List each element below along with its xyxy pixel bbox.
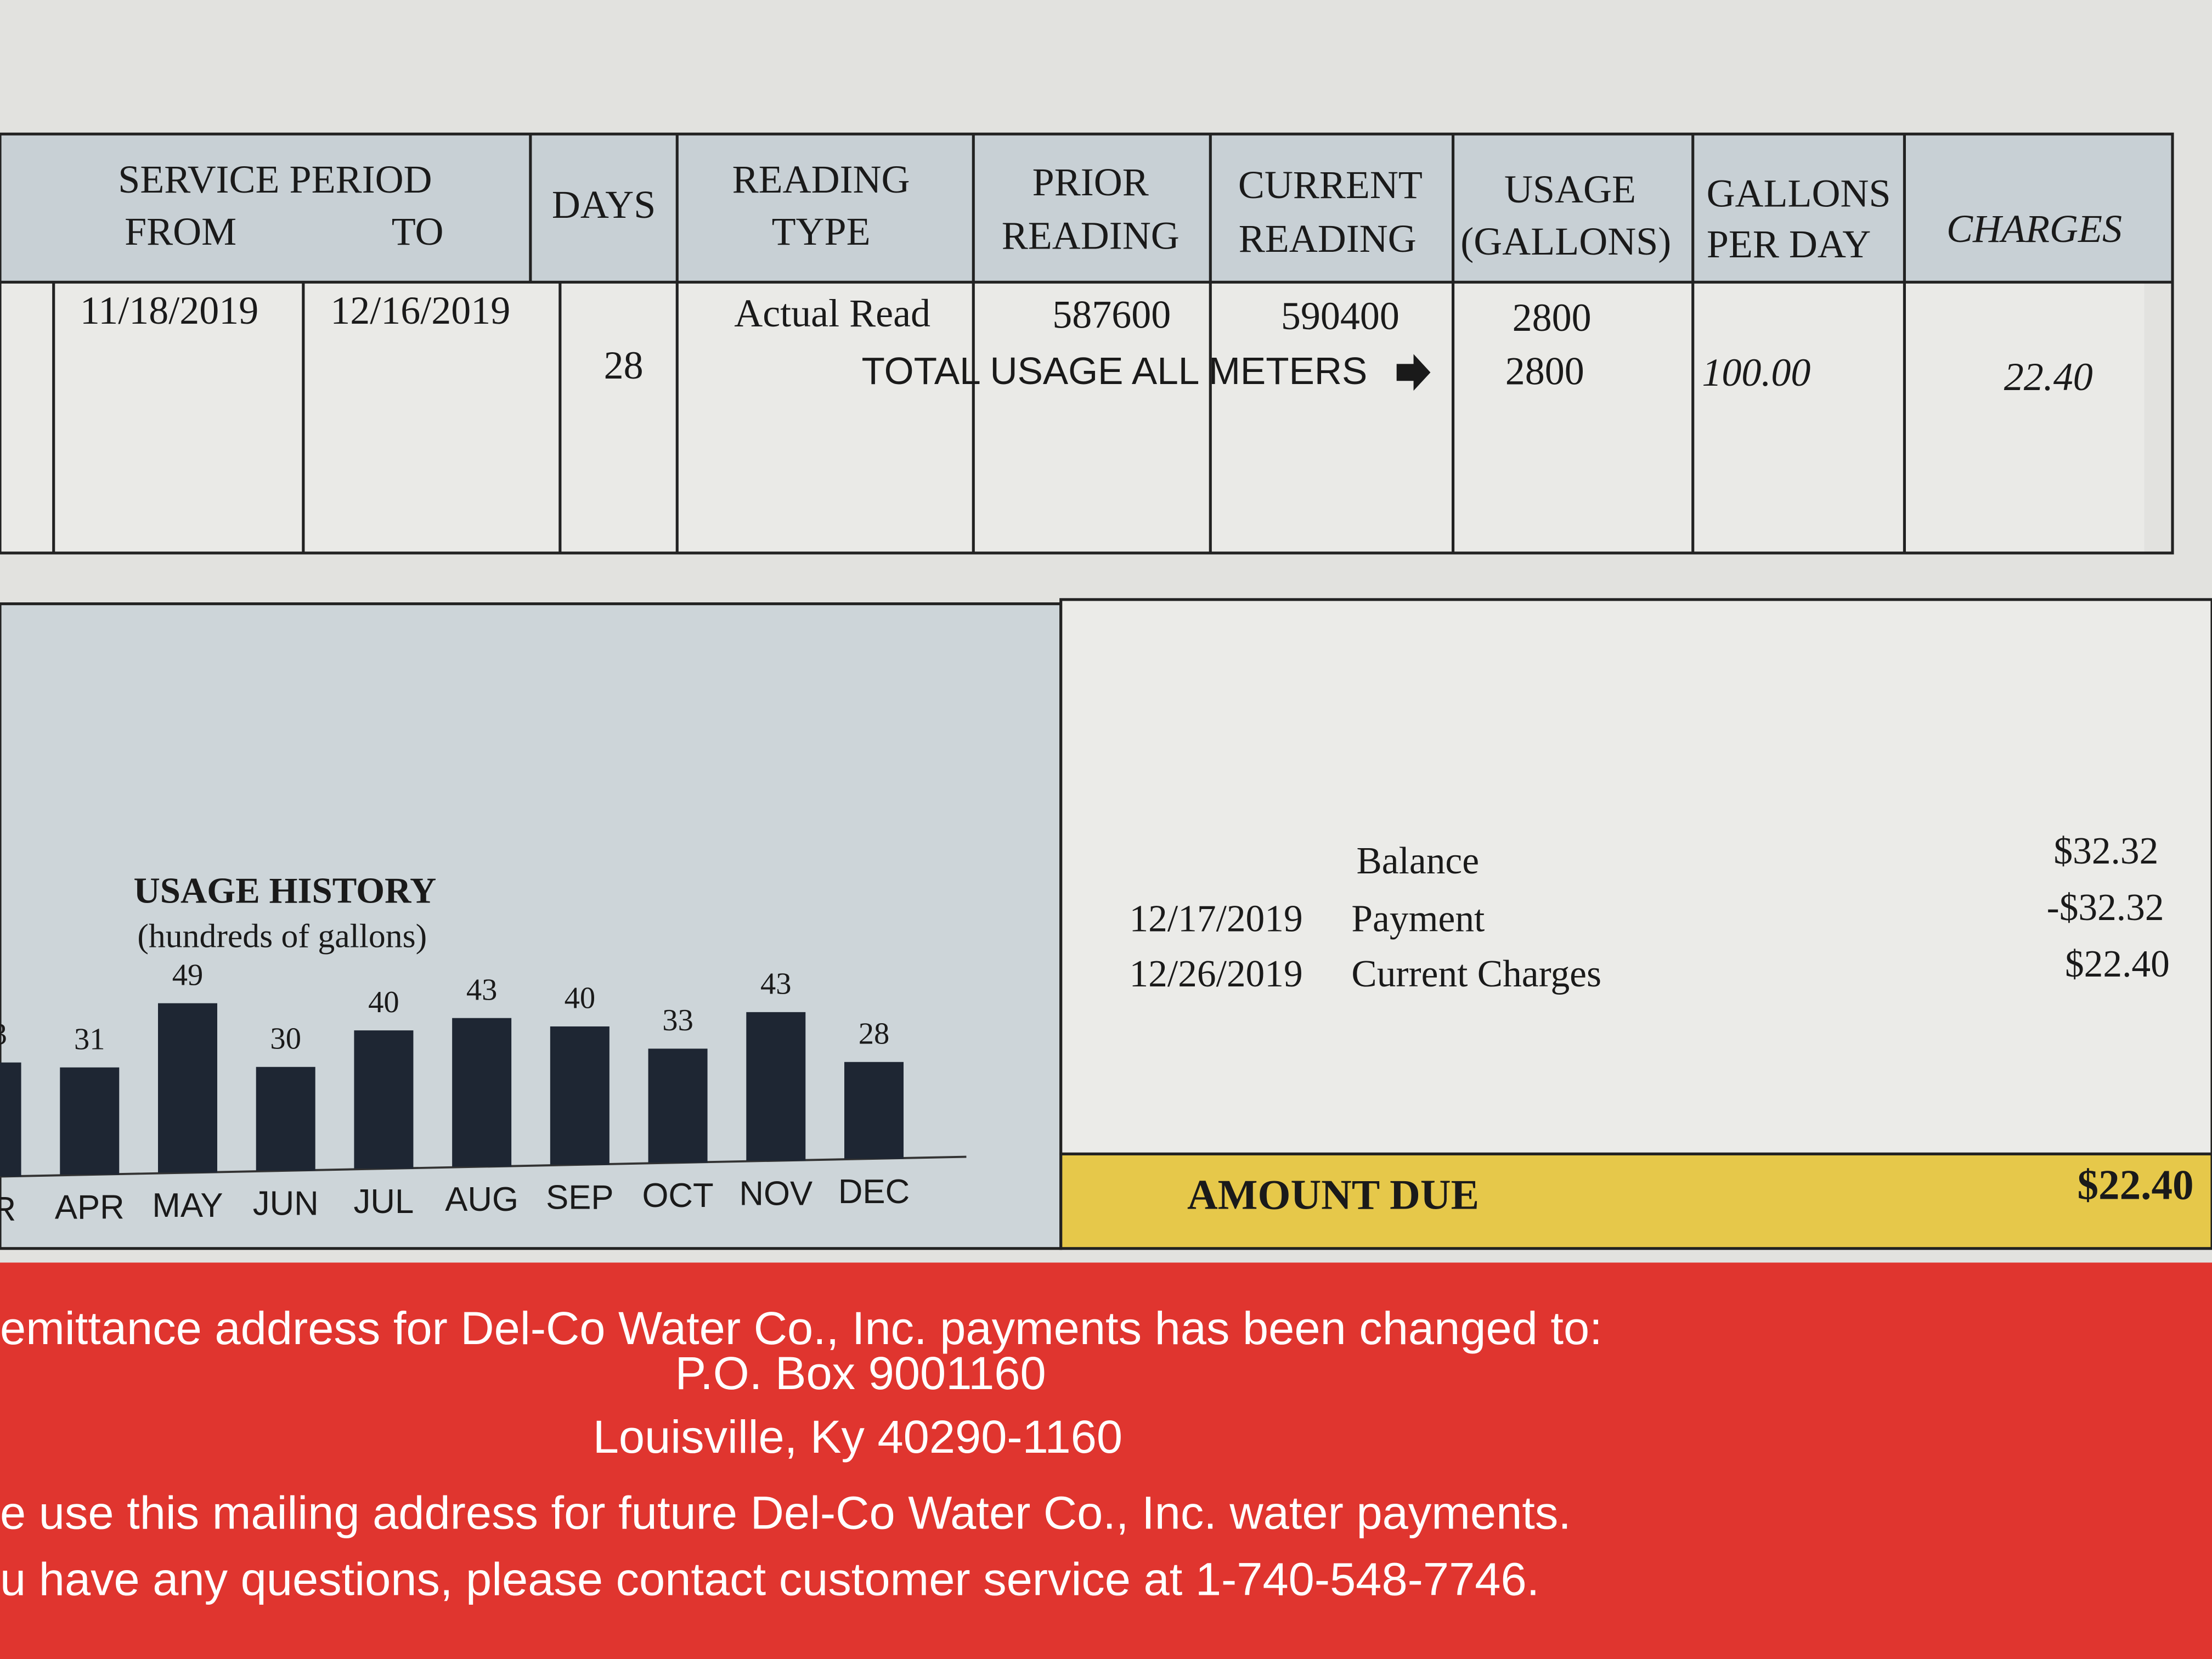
x-tick-label: SEP bbox=[546, 1179, 613, 1217]
header: READING bbox=[732, 157, 910, 201]
bar bbox=[844, 1062, 904, 1159]
x-tick-label: JUL bbox=[354, 1183, 414, 1221]
summary-amount: $22.40 bbox=[2065, 943, 2170, 985]
header: FROM bbox=[125, 210, 236, 253]
x-tick-label: JUN bbox=[253, 1184, 319, 1222]
header: USAGE bbox=[1504, 167, 1636, 211]
bar bbox=[0, 1062, 21, 1177]
bar bbox=[648, 1048, 708, 1163]
bar bbox=[60, 1067, 120, 1175]
bar bbox=[550, 1026, 610, 1165]
header: CHARGES bbox=[1946, 207, 2122, 251]
total-label: TOTAL USAGE ALL METERS bbox=[862, 349, 1368, 392]
value-label: 33 bbox=[662, 1003, 693, 1037]
value-label: 28 bbox=[859, 1017, 890, 1051]
bar bbox=[158, 1003, 217, 1173]
x-tick-label: DEC bbox=[838, 1173, 910, 1211]
notice-line: P.O. Box 9001160 bbox=[675, 1347, 1046, 1399]
bar bbox=[746, 1012, 806, 1161]
summary-label: Payment bbox=[1351, 898, 1485, 940]
cell: 11/18/2019 bbox=[80, 289, 258, 332]
bar bbox=[354, 1030, 414, 1169]
notice-line: u have any questions, please contact cus… bbox=[0, 1553, 1539, 1605]
amount-due-label: AMOUNT DUE bbox=[1187, 1171, 1479, 1218]
header: GALLONS bbox=[1707, 172, 1891, 216]
header: TYPE bbox=[772, 210, 871, 253]
header: DAYS bbox=[552, 183, 656, 227]
summary-amount: -$32.32 bbox=[2047, 887, 2164, 929]
table-header-bg bbox=[0, 134, 2172, 283]
x-tick-label: OCT bbox=[642, 1177, 713, 1215]
cell: 22.40 bbox=[2004, 355, 2093, 399]
header: READING bbox=[1002, 214, 1180, 258]
x-tick-label: AUG bbox=[445, 1181, 518, 1218]
value-label: 43 bbox=[760, 967, 792, 1001]
x-tick-label: MAY bbox=[152, 1187, 223, 1224]
x-tick-label: APR bbox=[55, 1189, 125, 1227]
header: PRIOR bbox=[1032, 160, 1149, 204]
value-label: 31 bbox=[74, 1022, 105, 1056]
summary-label: Current Charges bbox=[1351, 953, 1601, 995]
header: SERVICE PERIOD bbox=[118, 157, 432, 201]
cell: 100.00 bbox=[1702, 351, 1810, 394]
cell: Actual Read bbox=[734, 291, 930, 335]
cell: 12/16/2019 bbox=[330, 289, 510, 332]
summary-label: Balance bbox=[1357, 840, 1480, 882]
cell: 2800 bbox=[1505, 349, 1584, 393]
header: TO bbox=[392, 210, 444, 253]
summary-amount: $32.32 bbox=[2053, 830, 2158, 872]
amount-due: $22.40 bbox=[2077, 1161, 2193, 1208]
cell: 28 bbox=[604, 343, 644, 387]
notice-line: Louisville, Ky 40290-1160 bbox=[593, 1410, 1122, 1463]
chart-title: USAGE HISTORY bbox=[134, 871, 437, 911]
notice-banner bbox=[0, 1262, 2212, 1659]
summary-panel bbox=[1059, 598, 2212, 1155]
header: CURRENT bbox=[1238, 163, 1423, 207]
bar bbox=[256, 1066, 315, 1171]
value-label: 49 bbox=[172, 958, 204, 992]
value-label: 40 bbox=[368, 985, 399, 1019]
value-label: 33 bbox=[0, 1017, 7, 1051]
arrow bbox=[1396, 354, 1431, 391]
summary-date: 12/26/2019 bbox=[1129, 953, 1302, 995]
value-label: 40 bbox=[565, 981, 596, 1015]
header: (GALLONS) bbox=[1460, 219, 1671, 263]
cell: 590400 bbox=[1281, 294, 1400, 338]
value-label: 30 bbox=[270, 1022, 301, 1056]
table-body-bg bbox=[0, 282, 2145, 553]
header: READING bbox=[1239, 217, 1417, 261]
notice-line: e use this mailing address for future De… bbox=[0, 1487, 1571, 1539]
cell: 587600 bbox=[1052, 293, 1171, 337]
header: PER DAY bbox=[1707, 222, 1871, 266]
chart-subtitle: (hundreds of gallons) bbox=[137, 918, 427, 955]
x-tick-label: NOV bbox=[739, 1175, 812, 1212]
value-label: 43 bbox=[466, 973, 498, 1007]
bar bbox=[452, 1018, 512, 1167]
x-tick-label: R bbox=[0, 1190, 16, 1228]
table-grid bbox=[0, 132, 2174, 555]
amount-due-bar bbox=[1059, 1152, 2212, 1250]
summary-date: 12/17/2019 bbox=[1129, 898, 1302, 940]
cell: 2800 bbox=[1513, 296, 1592, 340]
notice-line: emittance address for Del-Co Water Co., … bbox=[0, 1302, 1602, 1354]
